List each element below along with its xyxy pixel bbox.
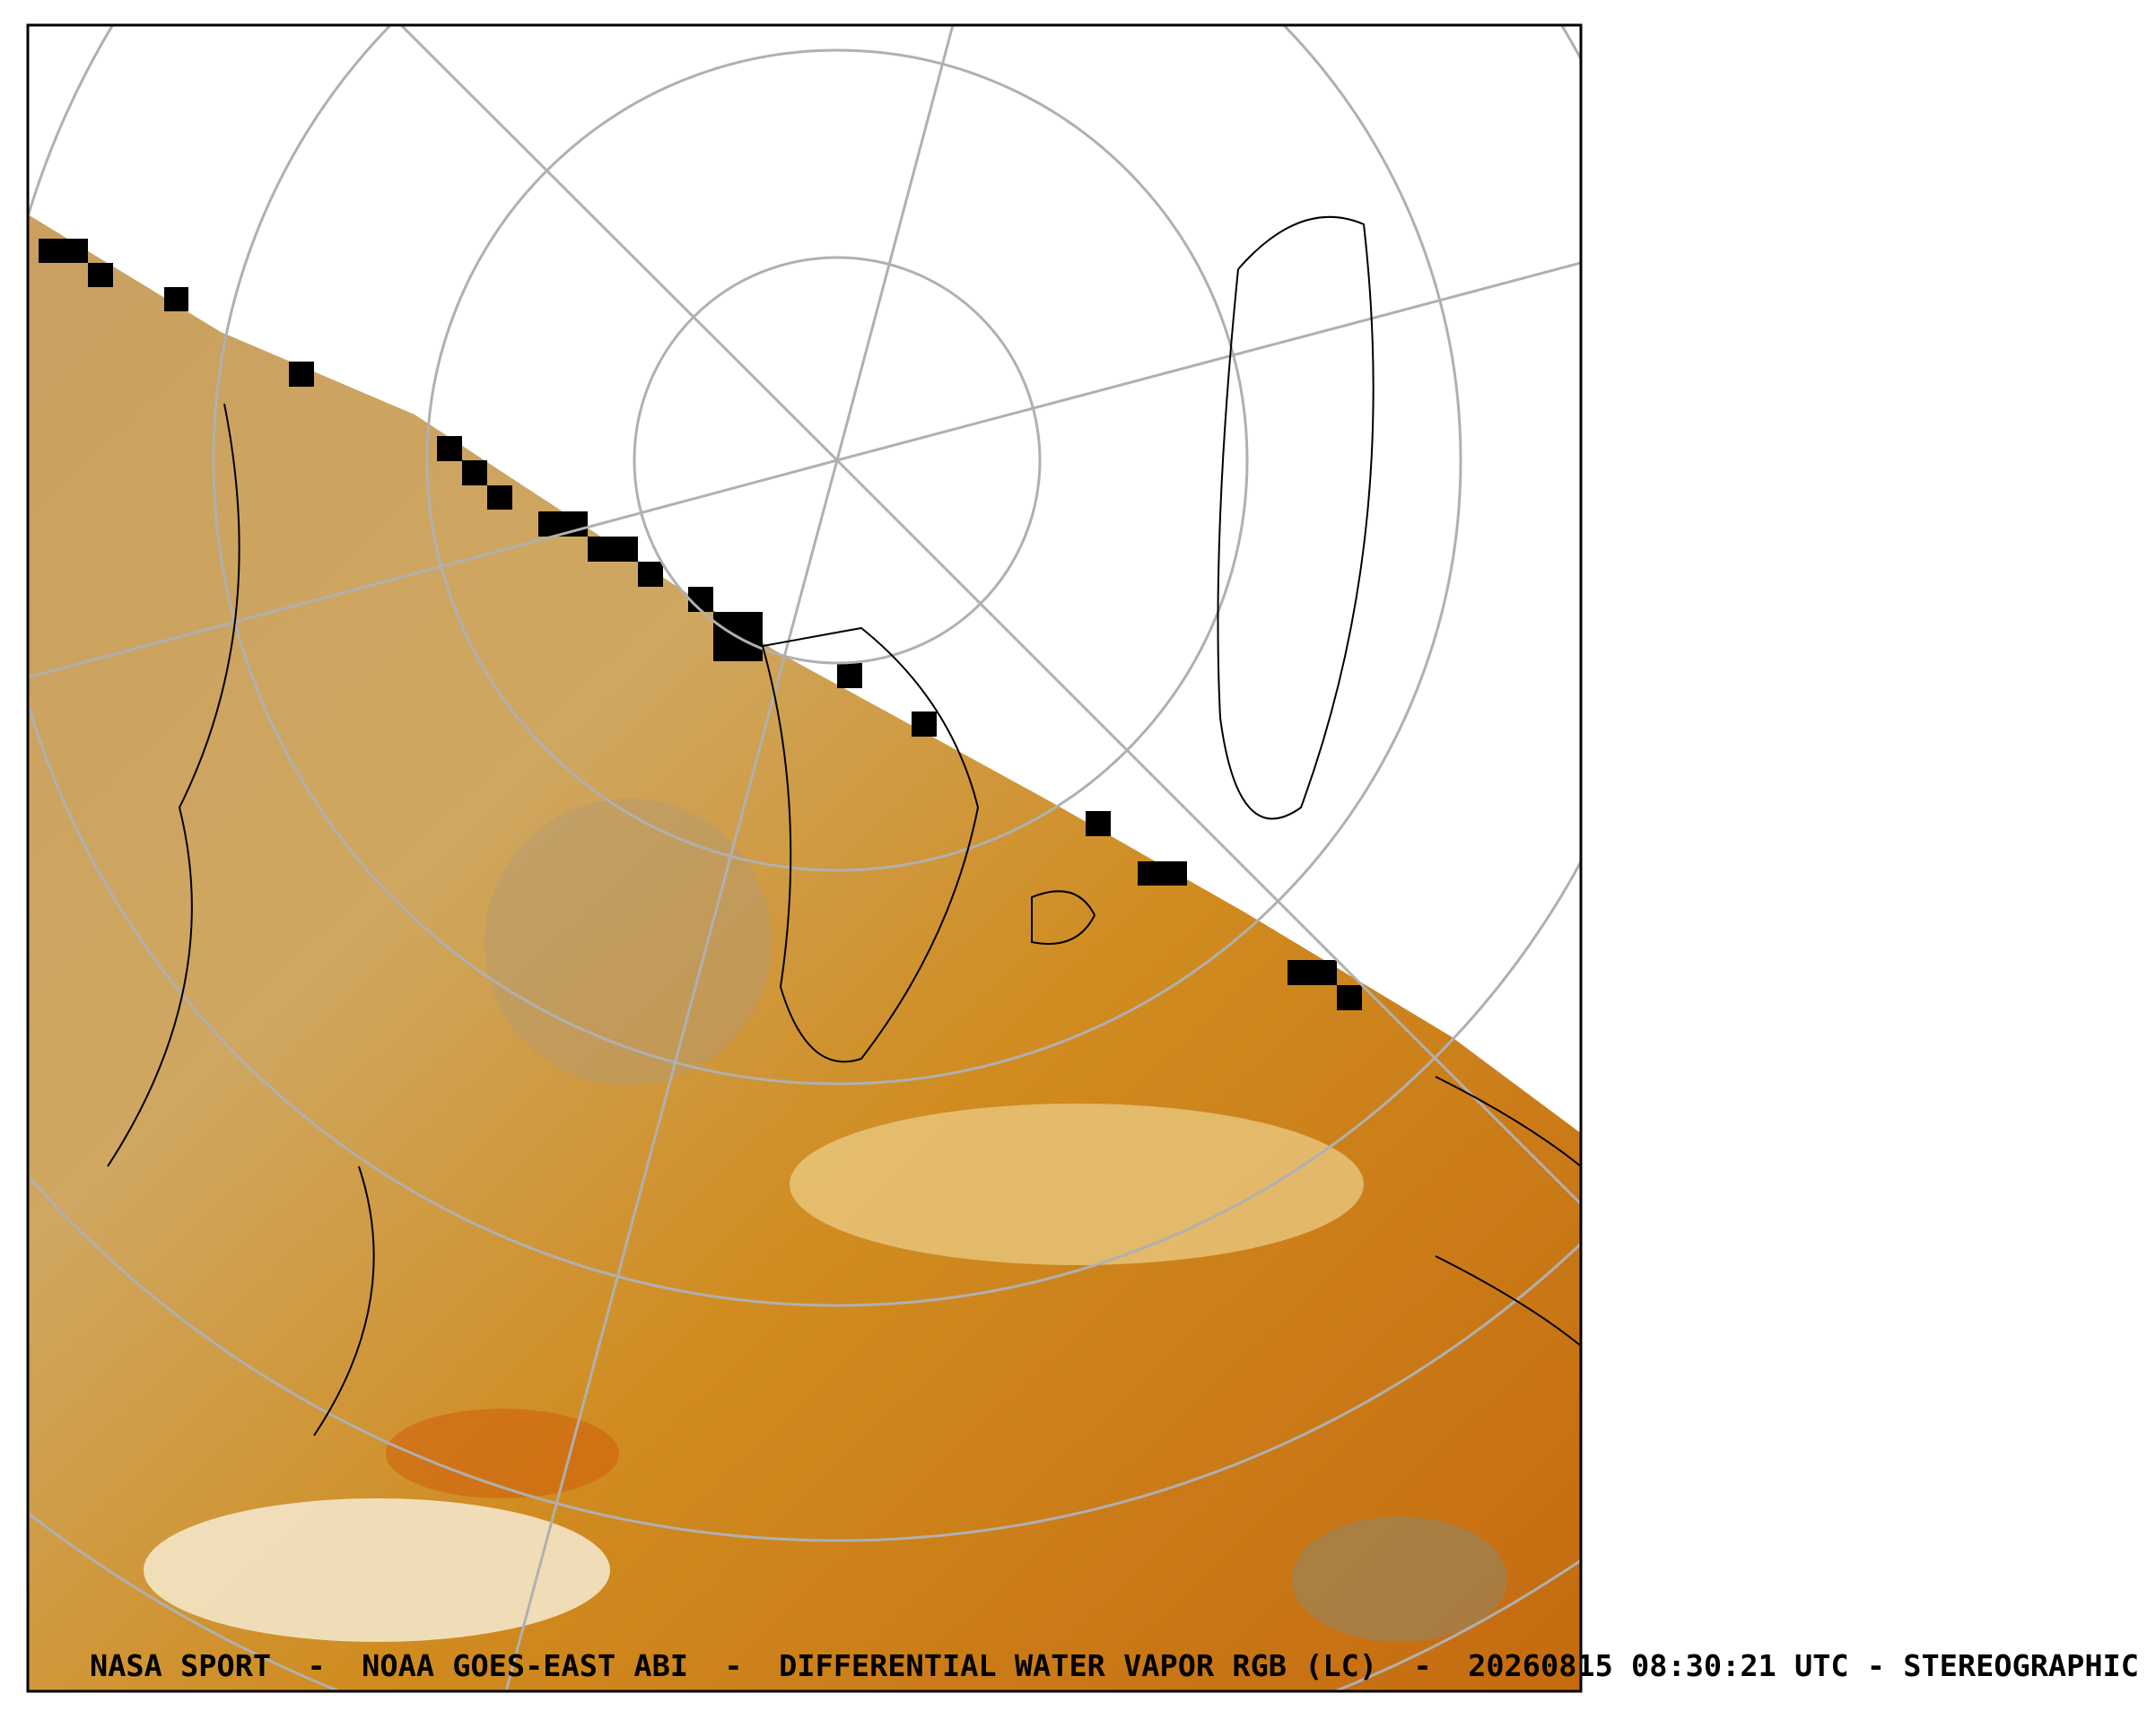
moist-region bbox=[144, 1498, 610, 1642]
satellite-imagery bbox=[28, 214, 1581, 1691]
moist-region bbox=[1292, 1516, 1507, 1642]
caption: NASA SPORT - NOAA GOES-EAST ABI - DIFFER… bbox=[90, 1648, 2139, 1683]
dry-region bbox=[386, 1409, 619, 1498]
coastlines bbox=[107, 215, 1581, 1436]
map-frame bbox=[26, 23, 1583, 1693]
moist-region bbox=[790, 1104, 1364, 1265]
moist-region bbox=[484, 799, 772, 1086]
edge-pixels bbox=[39, 239, 1362, 1010]
